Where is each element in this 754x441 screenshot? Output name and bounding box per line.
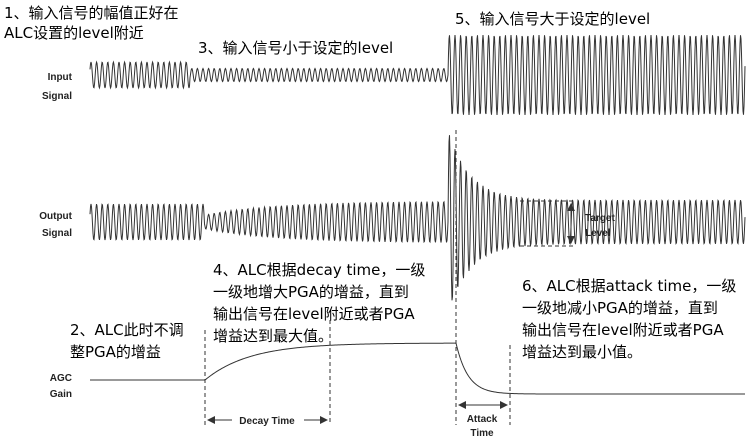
signal-label: Gain	[50, 389, 72, 400]
signal-label: Output	[39, 211, 72, 222]
gain-curve	[90, 342, 745, 395]
signal-label: Signal	[42, 228, 72, 239]
target-label: Target	[585, 213, 615, 224]
signal-label: Signal	[42, 91, 72, 102]
decay-label: Decay Time	[239, 416, 295, 427]
annotation: 输出信号在level附近或者PGA	[522, 321, 724, 339]
attack-label: Attack	[467, 414, 498, 425]
annotation: 5、输入信号大于设定的level	[455, 10, 650, 28]
annotation: 增益达到最小值。	[522, 343, 642, 361]
output-wave	[89, 135, 746, 301]
annotation: 输出信号在level附近或者PGA	[213, 305, 415, 323]
annotation: 增益达到最大值。	[213, 327, 333, 345]
annotation: 3、输入信号小于设定的level	[198, 39, 393, 57]
signal-label: Input	[48, 72, 73, 83]
annotation: 一级地增大PGA的增益，直到	[213, 283, 409, 301]
annotation: 一级地减小PGA的增益，直到	[522, 299, 718, 317]
guides	[204, 130, 575, 425]
waveforms	[89, 34, 746, 395]
attack-label: Time	[470, 428, 494, 439]
target-label: Level	[585, 228, 611, 239]
annotation: ALC设置的level附近	[4, 24, 144, 42]
annotation: 1、输入信号的幅值正好在	[4, 4, 179, 22]
annotation: 4、ALC根据decay time，一级	[213, 261, 425, 279]
annotation: 2、ALC此时不调	[70, 321, 184, 339]
input-wave	[89, 34, 746, 116]
signal-label: AGC	[50, 373, 72, 384]
annotation: 6、ALC根据attack time，一级	[522, 277, 736, 295]
annotation: 整PGA的增益	[70, 343, 161, 361]
